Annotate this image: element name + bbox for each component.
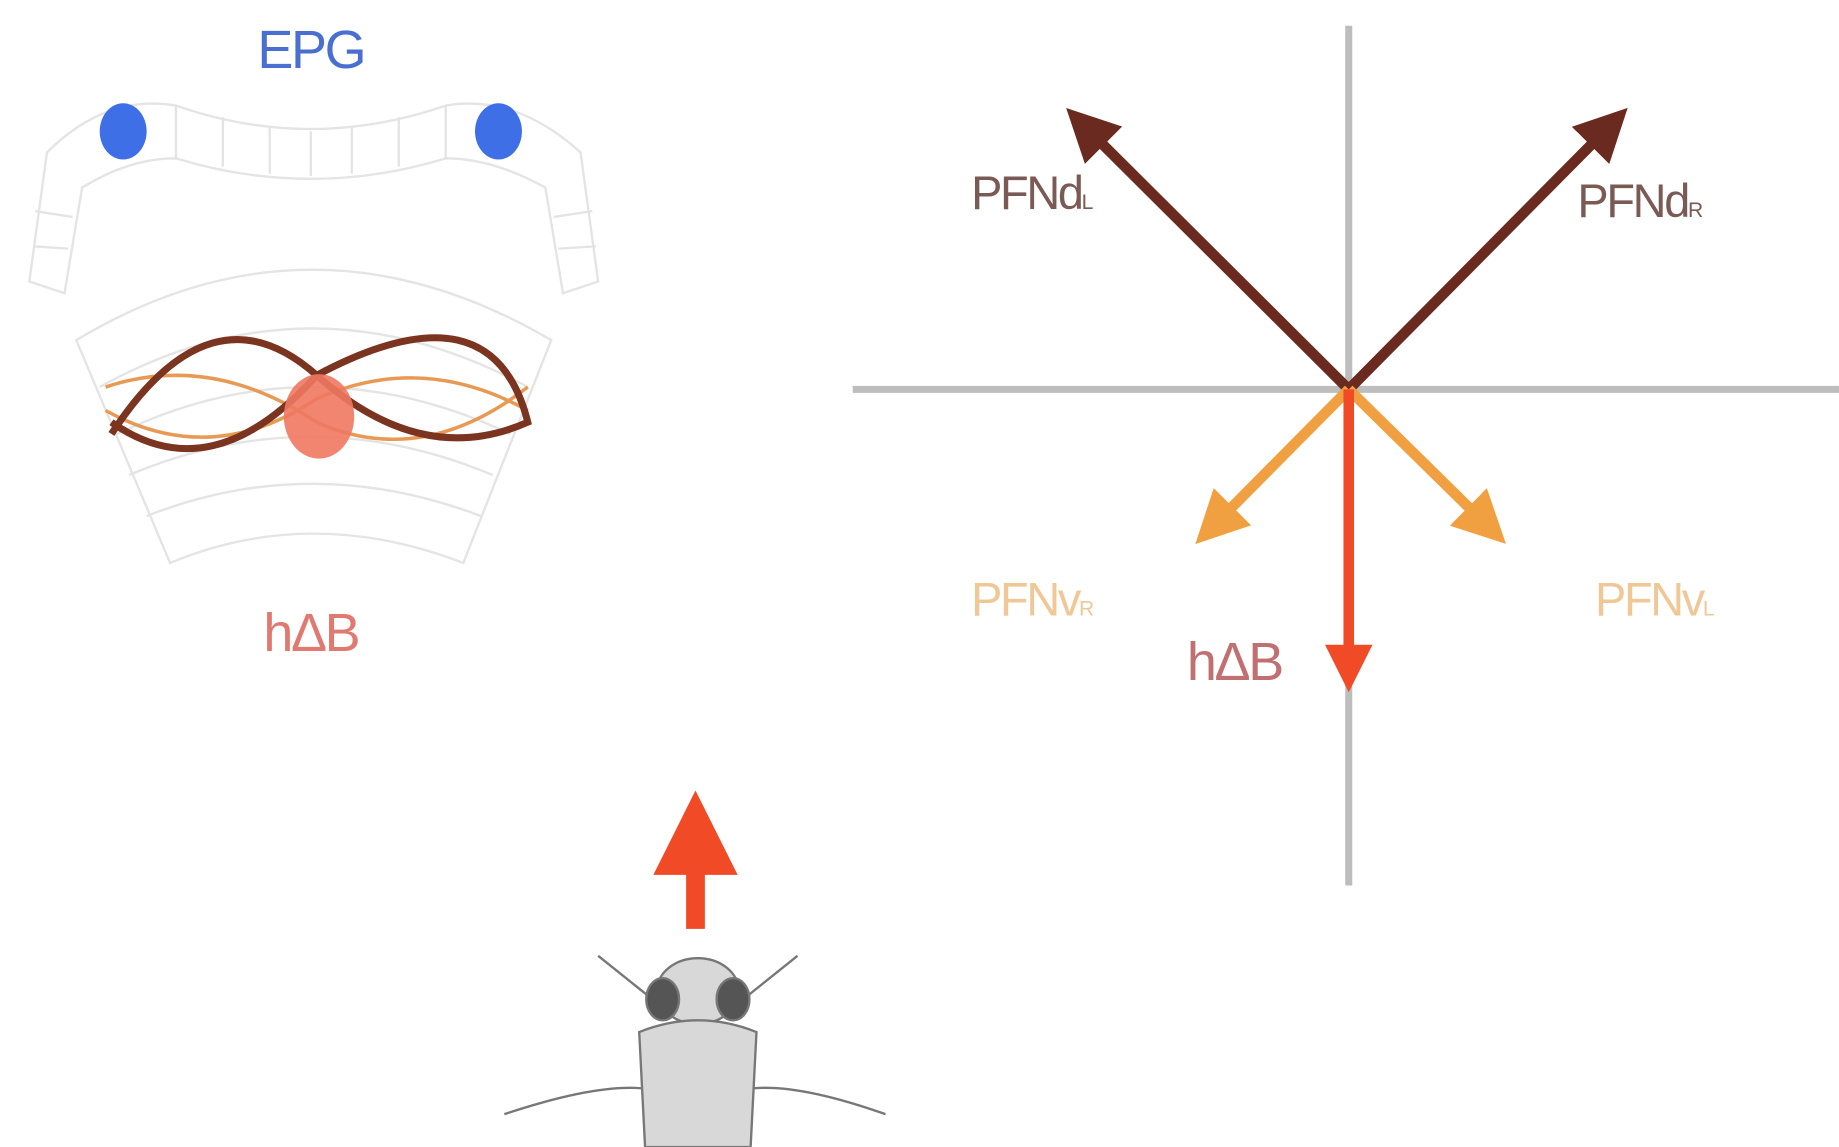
fly: [504, 956, 885, 1147]
epg-dot: [475, 103, 522, 159]
brain-schematic: [29, 104, 598, 563]
hdb-bump: [284, 374, 354, 458]
vector-label: PFNvR: [971, 574, 1094, 626]
vector-label: PFNdR: [1577, 175, 1703, 227]
vector-label: PFNdL: [971, 167, 1094, 219]
diagram: EPG hΔB PFNdL PFNdR PFNvR PFNvL hΔB: [0, 0, 1839, 1147]
label-part: PFNv: [971, 574, 1082, 626]
label-part: L: [1703, 598, 1715, 621]
hdb-label: hΔB: [263, 603, 358, 663]
label-part: R: [1079, 598, 1094, 621]
label-part: PFNd: [971, 167, 1082, 219]
page: {"brain": {"top_label": "EPG", "bottom_l…: [0, 0, 1839, 1147]
label-part: PFNv: [1595, 574, 1706, 626]
label-part: R: [1688, 199, 1703, 222]
vector-label: hΔB: [1187, 632, 1282, 692]
vector-label: PFNvL: [1595, 574, 1715, 626]
label-part: L: [1082, 191, 1094, 214]
epg-dot: [100, 103, 147, 159]
label-part: PFNd: [1577, 175, 1688, 227]
epg-label: EPG: [257, 20, 364, 80]
